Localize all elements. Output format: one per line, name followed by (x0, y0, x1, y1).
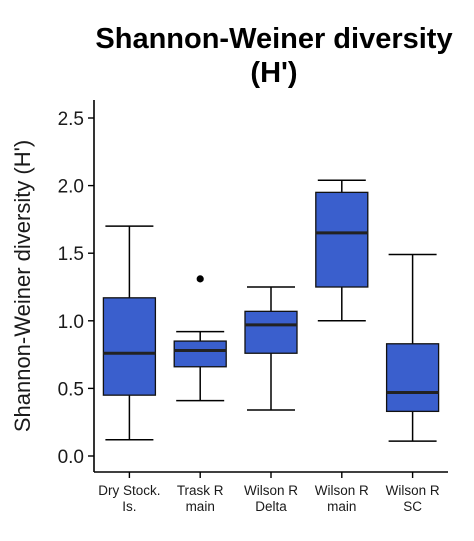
x-tick-label: Wilson R (315, 483, 369, 498)
box-iqr (102, 297, 157, 396)
box-iqr (315, 191, 369, 288)
y-tick-label: 1.0 (58, 312, 84, 333)
box-iqr (244, 310, 298, 354)
x-tick-label: Trask R (177, 483, 224, 498)
y-tick-label: 2.0 (58, 177, 84, 198)
box-group (315, 179, 369, 322)
x-tick-label: Dry Stock. (98, 483, 160, 498)
x-tick-label: Delta (255, 499, 287, 514)
chart-title-line-2: (H') (250, 57, 298, 89)
y-tick-label: 2.5 (58, 109, 84, 130)
x-tick-label: Wilson R (244, 483, 298, 498)
box-iqr (173, 340, 227, 368)
box-iqr (385, 343, 440, 413)
box-series (102, 179, 440, 442)
y-axis-label: Shannon-Weiner diversity (H') (10, 140, 35, 432)
chart-title-line-1: Shannon-Weiner diversity (95, 23, 453, 55)
box-group (385, 253, 440, 442)
chart-title: Shannon-Weiner diversity (H') (40, 22, 474, 90)
box-group (173, 275, 227, 402)
x-tick-label: Wilson R (386, 483, 440, 498)
y-tick-label: 0.5 (58, 379, 84, 400)
y-tick-label: 0.0 (58, 447, 84, 468)
x-tick-label: SC (403, 499, 422, 514)
x-tick-label: main (186, 499, 215, 514)
x-tick-label: Is. (122, 499, 136, 514)
box-group (244, 286, 298, 411)
box-group (102, 225, 157, 441)
x-tick-label: main (327, 499, 356, 514)
y-axis: 0.0 0.5 1.0 1.5 2.0 2.5 (58, 100, 95, 472)
y-tick-label: 1.5 (58, 244, 84, 265)
outlier-point (196, 275, 204, 283)
